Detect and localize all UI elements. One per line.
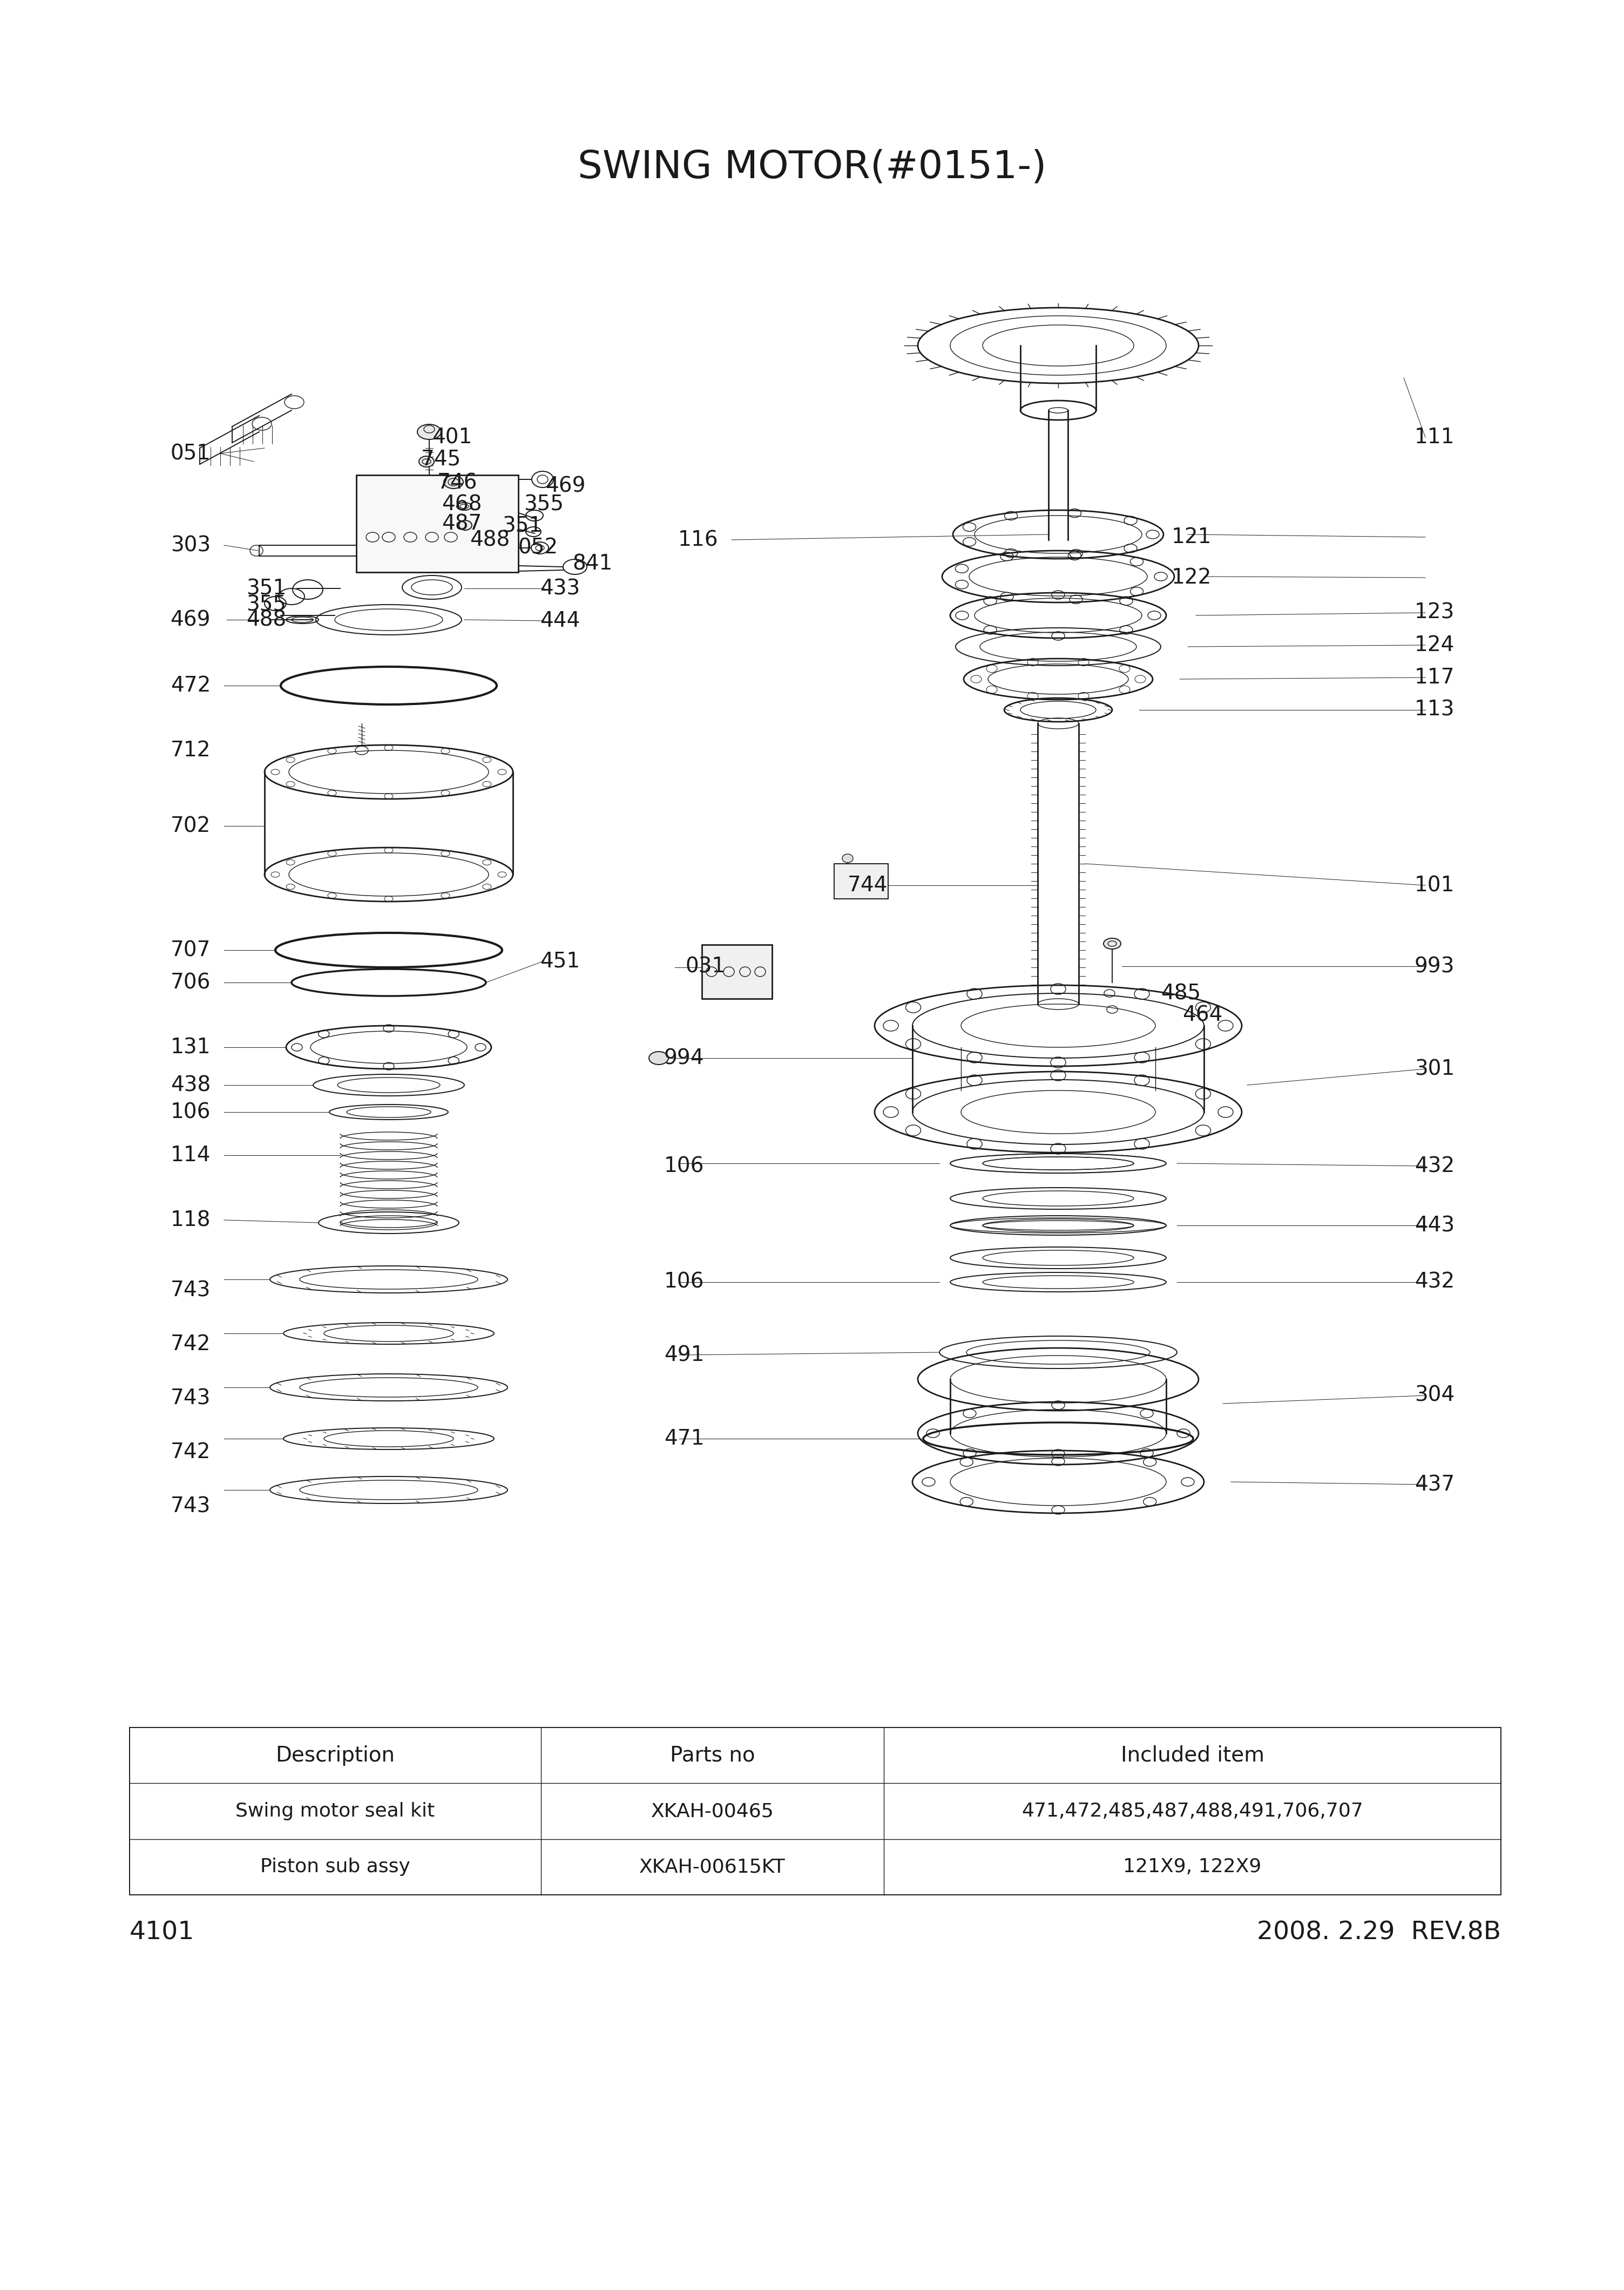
Text: 432: 432 <box>1415 1271 1455 1292</box>
Text: 355: 355 <box>523 495 564 515</box>
Text: Swing motor seal kit: Swing motor seal kit <box>235 1802 435 1821</box>
Text: 994: 994 <box>664 1049 705 1069</box>
Text: 706: 706 <box>171 973 211 994</box>
Text: 031: 031 <box>685 955 726 976</box>
Ellipse shape <box>419 456 434 467</box>
Ellipse shape <box>460 520 473 529</box>
Text: 743: 743 <box>171 1495 211 1516</box>
Text: 351: 351 <box>502 515 542 536</box>
Text: 355: 355 <box>247 595 286 616</box>
Text: 491: 491 <box>664 1344 705 1365</box>
Ellipse shape <box>417 424 442 440</box>
Text: 469: 469 <box>171 609 211 630</box>
Text: 471: 471 <box>664 1429 705 1450</box>
Text: 301: 301 <box>1415 1058 1455 1079</box>
Text: 438: 438 <box>171 1074 211 1095</box>
Text: 743: 743 <box>171 1280 211 1301</box>
Text: 471,472,485,487,488,491,706,707: 471,472,485,487,488,491,706,707 <box>1021 1802 1363 1821</box>
Text: 993: 993 <box>1415 955 1455 976</box>
Text: 118: 118 <box>171 1209 211 1230</box>
Text: 123: 123 <box>1415 602 1455 623</box>
Text: 121: 121 <box>1171 527 1212 547</box>
Bar <box>702 946 771 998</box>
Text: 745: 745 <box>421 449 461 469</box>
Text: Included item: Included item <box>1121 1745 1263 1766</box>
Text: 744: 744 <box>848 875 888 895</box>
Text: 106: 106 <box>664 1156 705 1177</box>
Text: 124: 124 <box>1415 634 1455 655</box>
Text: 117: 117 <box>1415 666 1455 687</box>
Text: 351: 351 <box>247 577 286 598</box>
Text: 841: 841 <box>572 554 612 575</box>
Text: 464: 464 <box>1182 1005 1223 1026</box>
Text: 101: 101 <box>1415 875 1455 895</box>
Text: 116: 116 <box>677 529 718 550</box>
Text: 4101: 4101 <box>130 1921 195 1944</box>
Text: XKAH-00465: XKAH-00465 <box>651 1802 775 1821</box>
Text: XKAH-00615KT: XKAH-00615KT <box>640 1857 786 1876</box>
Text: 106: 106 <box>171 1101 211 1122</box>
Text: 444: 444 <box>539 611 580 632</box>
Text: 485: 485 <box>1161 982 1200 1003</box>
Text: 488: 488 <box>247 609 286 630</box>
Text: 122: 122 <box>1171 568 1212 589</box>
Text: 488: 488 <box>469 529 510 550</box>
Bar <box>356 474 518 572</box>
Text: 451: 451 <box>539 950 580 971</box>
Bar <box>130 1727 1501 1894</box>
Text: 304: 304 <box>1415 1385 1455 1406</box>
Text: SWING MOTOR(#0151-): SWING MOTOR(#0151-) <box>578 149 1046 185</box>
Text: 401: 401 <box>432 426 473 447</box>
Text: 743: 743 <box>171 1388 211 1408</box>
Text: 111: 111 <box>1415 426 1455 447</box>
Text: 472: 472 <box>171 676 211 696</box>
Text: 469: 469 <box>546 476 586 497</box>
Text: 114: 114 <box>171 1145 211 1166</box>
Text: 051: 051 <box>171 444 211 463</box>
Bar <box>835 863 888 900</box>
Text: 487: 487 <box>442 513 482 534</box>
Ellipse shape <box>1104 939 1121 948</box>
Text: 742: 742 <box>171 1335 211 1353</box>
Text: 437: 437 <box>1415 1475 1455 1495</box>
Ellipse shape <box>443 476 463 488</box>
Text: 712: 712 <box>171 740 211 760</box>
Text: Piston sub assy: Piston sub assy <box>260 1857 411 1876</box>
Text: Description: Description <box>276 1745 395 1766</box>
Text: 2008. 2.29  REV.8B: 2008. 2.29 REV.8B <box>1257 1921 1501 1944</box>
Text: 121X9, 122X9: 121X9, 122X9 <box>1124 1857 1262 1876</box>
Text: Parts no: Parts no <box>669 1745 755 1766</box>
Text: 052: 052 <box>518 538 559 559</box>
Text: 707: 707 <box>171 939 211 960</box>
Text: 746: 746 <box>437 474 477 492</box>
Text: 468: 468 <box>442 495 482 515</box>
Text: 433: 433 <box>539 577 580 598</box>
Text: 432: 432 <box>1415 1156 1455 1177</box>
Text: 131: 131 <box>171 1037 211 1058</box>
Text: 303: 303 <box>171 536 211 556</box>
Text: 113: 113 <box>1415 701 1455 719</box>
Text: 742: 742 <box>171 1443 211 1463</box>
Text: 702: 702 <box>171 815 211 836</box>
Text: 106: 106 <box>664 1271 705 1292</box>
Ellipse shape <box>843 854 853 863</box>
Text: 443: 443 <box>1415 1216 1455 1237</box>
Ellipse shape <box>650 1051 669 1065</box>
